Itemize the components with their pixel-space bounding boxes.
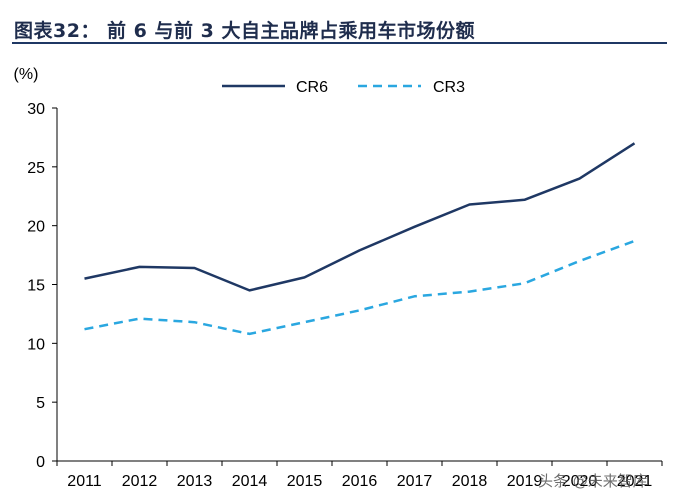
x-tick-label-2014: 2014 (232, 473, 268, 490)
y-tick-label-0: 0 (36, 454, 45, 471)
x-tick-label-2019: 2019 (507, 473, 543, 490)
y-tick-label-30: 30 (27, 101, 45, 118)
y-axis-unit-label: (%) (14, 66, 39, 83)
x-tick-label-2016: 2016 (342, 473, 378, 490)
y-tick-label-20: 20 (27, 219, 45, 236)
y-tick-label-25: 25 (27, 160, 45, 177)
legend: CR6 CR3 (222, 79, 465, 96)
axes: 0 5 10 15 20 25 30 (%) 2011 2012 2013 2014 2015 2016 2… (14, 66, 663, 490)
x-tick-label-2018: 2018 (452, 473, 488, 490)
series-line-cr3 (84, 239, 635, 336)
x-tick-label-2015: 2015 (287, 473, 323, 490)
x-tick-label-2017: 2017 (397, 473, 433, 490)
y-tick-label-15: 15 (27, 278, 45, 295)
series-line-cr6 (84, 142, 636, 292)
legend-label-cr3: CR3 (433, 79, 465, 96)
x-tick-label-2020: 2020 (562, 473, 598, 490)
watermark-text: 头条 @未来智库 (538, 472, 648, 490)
title-bar: 图表32： 前 6 与前 3 大自主品牌占乘用车市场份额 (12, 14, 667, 44)
x-tick-label-2013: 2013 (177, 473, 213, 490)
x-tick-label-2011: 2011 (67, 473, 102, 490)
x-tick-label-2012: 2012 (122, 473, 158, 490)
y-tick-label-10: 10 (27, 336, 45, 353)
chart-title: 图表32： 前 6 与前 3 大自主品牌占乘用车市场份额 (14, 20, 475, 42)
legend-label-cr6: CR6 (296, 79, 328, 96)
y-tick-label-5: 5 (36, 395, 45, 412)
x-tick-label-2021: 2021 (617, 473, 653, 490)
series-layer (84, 142, 636, 336)
